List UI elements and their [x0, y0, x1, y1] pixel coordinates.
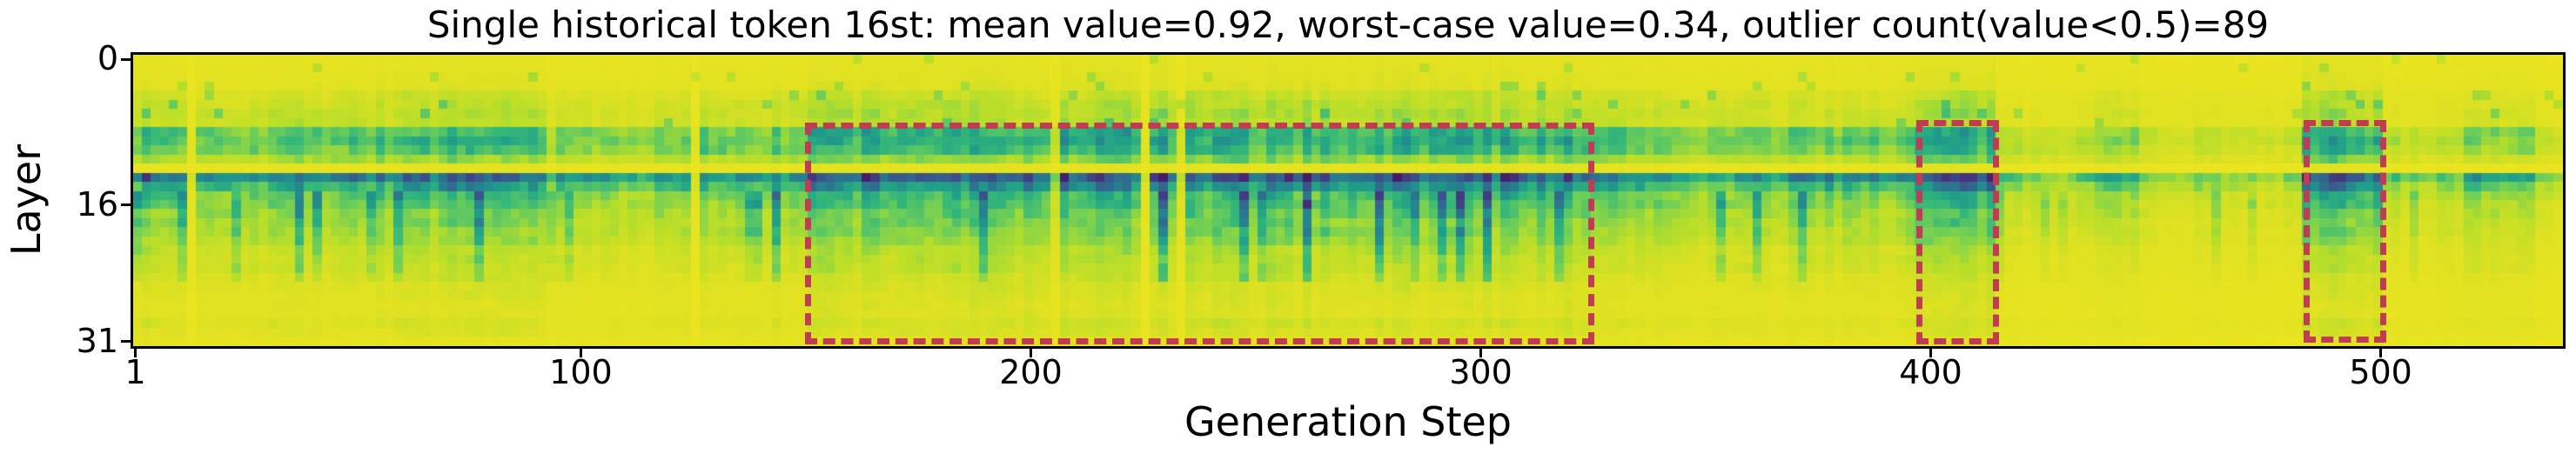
outlier-region-box — [2303, 120, 2386, 344]
x-tick-label: 1 — [124, 353, 146, 391]
y-tick-mark — [121, 203, 131, 207]
chart-title: Single historical token 16st: mean value… — [426, 3, 2270, 46]
x-tick-label: 400 — [1899, 353, 1962, 391]
x-tick-mark — [1479, 348, 1483, 357]
outlier-region-box — [805, 123, 1594, 344]
x-tick-mark — [1029, 348, 1032, 357]
y-tick-label: 31 — [76, 321, 118, 360]
y-tick-label: 0 — [97, 39, 118, 78]
x-tick-mark — [134, 348, 138, 357]
x-tick-mark — [1929, 348, 1933, 357]
x-tick-mark — [579, 348, 582, 357]
x-tick-mark — [2379, 348, 2383, 357]
x-tick-label: 300 — [1449, 353, 1513, 391]
y-tick-label: 16 — [76, 184, 118, 223]
x-tick-label: 500 — [2349, 353, 2412, 391]
outlier-region-box — [1916, 120, 2000, 344]
heatmap-canvas — [133, 55, 2563, 346]
x-axis-label: Generation Step — [1184, 398, 1512, 445]
y-tick-mark — [121, 57, 131, 61]
x-tick-label: 200 — [999, 353, 1063, 391]
x-tick-label: 100 — [549, 353, 613, 391]
y-tick-mark — [121, 340, 131, 344]
